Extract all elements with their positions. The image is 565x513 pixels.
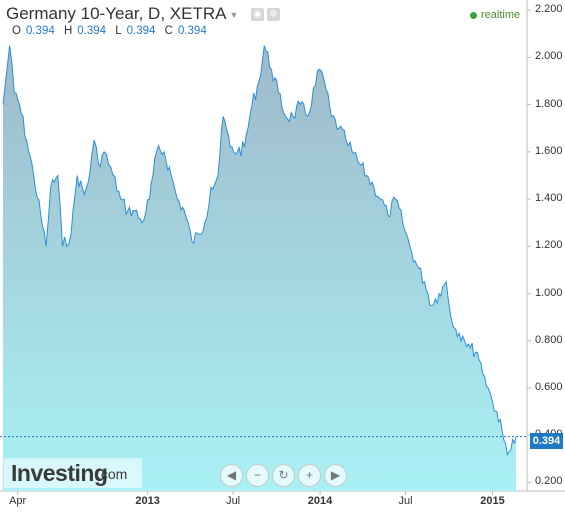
y-tick-label: 2.200 bbox=[535, 3, 563, 16]
ohlc-low-value: 0.394 bbox=[126, 25, 156, 37]
reset-icon[interactable]: ↻ bbox=[272, 463, 295, 487]
logo-brand: Investing bbox=[11, 460, 108, 486]
x-tick-label: Apr bbox=[9, 495, 27, 507]
y-tick-label: 2.000 bbox=[535, 50, 563, 63]
y-tick-label: 0.200 bbox=[535, 475, 563, 488]
x-tick-label: 2013 bbox=[135, 495, 160, 507]
x-tick-label: Jul bbox=[226, 495, 241, 507]
logo-domain: .com bbox=[97, 466, 128, 482]
y-tick-label: 1.200 bbox=[535, 239, 563, 252]
last-price-badge: 0.394 bbox=[530, 433, 563, 449]
ohlc-close-value: 0.394 bbox=[177, 25, 207, 37]
chevron-right-icon[interactable]: ▶ bbox=[324, 463, 347, 487]
chevron-left-icon[interactable]: ◀ bbox=[220, 463, 243, 487]
ohlc-open-key: O bbox=[12, 25, 21, 37]
zoom-out-icon[interactable]: − bbox=[246, 463, 269, 487]
chevron-down-icon[interactable]: ▼ bbox=[229, 9, 239, 20]
zoom-in-icon[interactable]: + bbox=[298, 463, 321, 487]
header-tools: ◉ ✲ bbox=[251, 8, 280, 21]
eye-icon[interactable]: ◉ bbox=[251, 8, 264, 21]
y-tick-label: 1.800 bbox=[535, 97, 563, 110]
ohlc-open-value: 0.394 bbox=[25, 25, 55, 37]
chart-title: Germany 10-Year, D, XETRA bbox=[6, 4, 227, 23]
x-tick-label: 2014 bbox=[307, 495, 333, 507]
y-tick-label: 0.800 bbox=[535, 333, 563, 346]
y-tick-label: 0.600 bbox=[535, 381, 563, 394]
x-tick-label: 2015 bbox=[480, 495, 505, 507]
series-line bbox=[2, 45, 517, 457]
series-area-fill bbox=[3, 45, 517, 491]
ohlc-high-key: H bbox=[63, 25, 73, 37]
ohlc-readout: O 0.394 H 0.394 L 0.394 C 0.394 bbox=[12, 25, 207, 37]
realtime-indicator: realtime bbox=[470, 9, 520, 21]
ohlc-high-value: 0.394 bbox=[77, 25, 107, 37]
investing-logo[interactable]: Investing .com bbox=[4, 458, 142, 488]
ohlc-close-key: C bbox=[164, 25, 173, 37]
chart-header: Germany 10-Year, D, XETRA ▼ bbox=[6, 4, 238, 24]
realtime-label: realtime bbox=[481, 9, 521, 21]
x-tick-label: Jul bbox=[398, 495, 413, 507]
y-tick-label: 1.600 bbox=[535, 144, 563, 157]
y-tick-label: 1.400 bbox=[535, 192, 563, 205]
chart-navigation: ◀ − ↻ + ▶ bbox=[220, 463, 350, 487]
y-tick-label: 1.000 bbox=[535, 286, 563, 299]
ohlc-low-key: L bbox=[115, 25, 122, 37]
status-dot-icon bbox=[470, 11, 477, 19]
gear-icon[interactable]: ✲ bbox=[267, 8, 280, 21]
